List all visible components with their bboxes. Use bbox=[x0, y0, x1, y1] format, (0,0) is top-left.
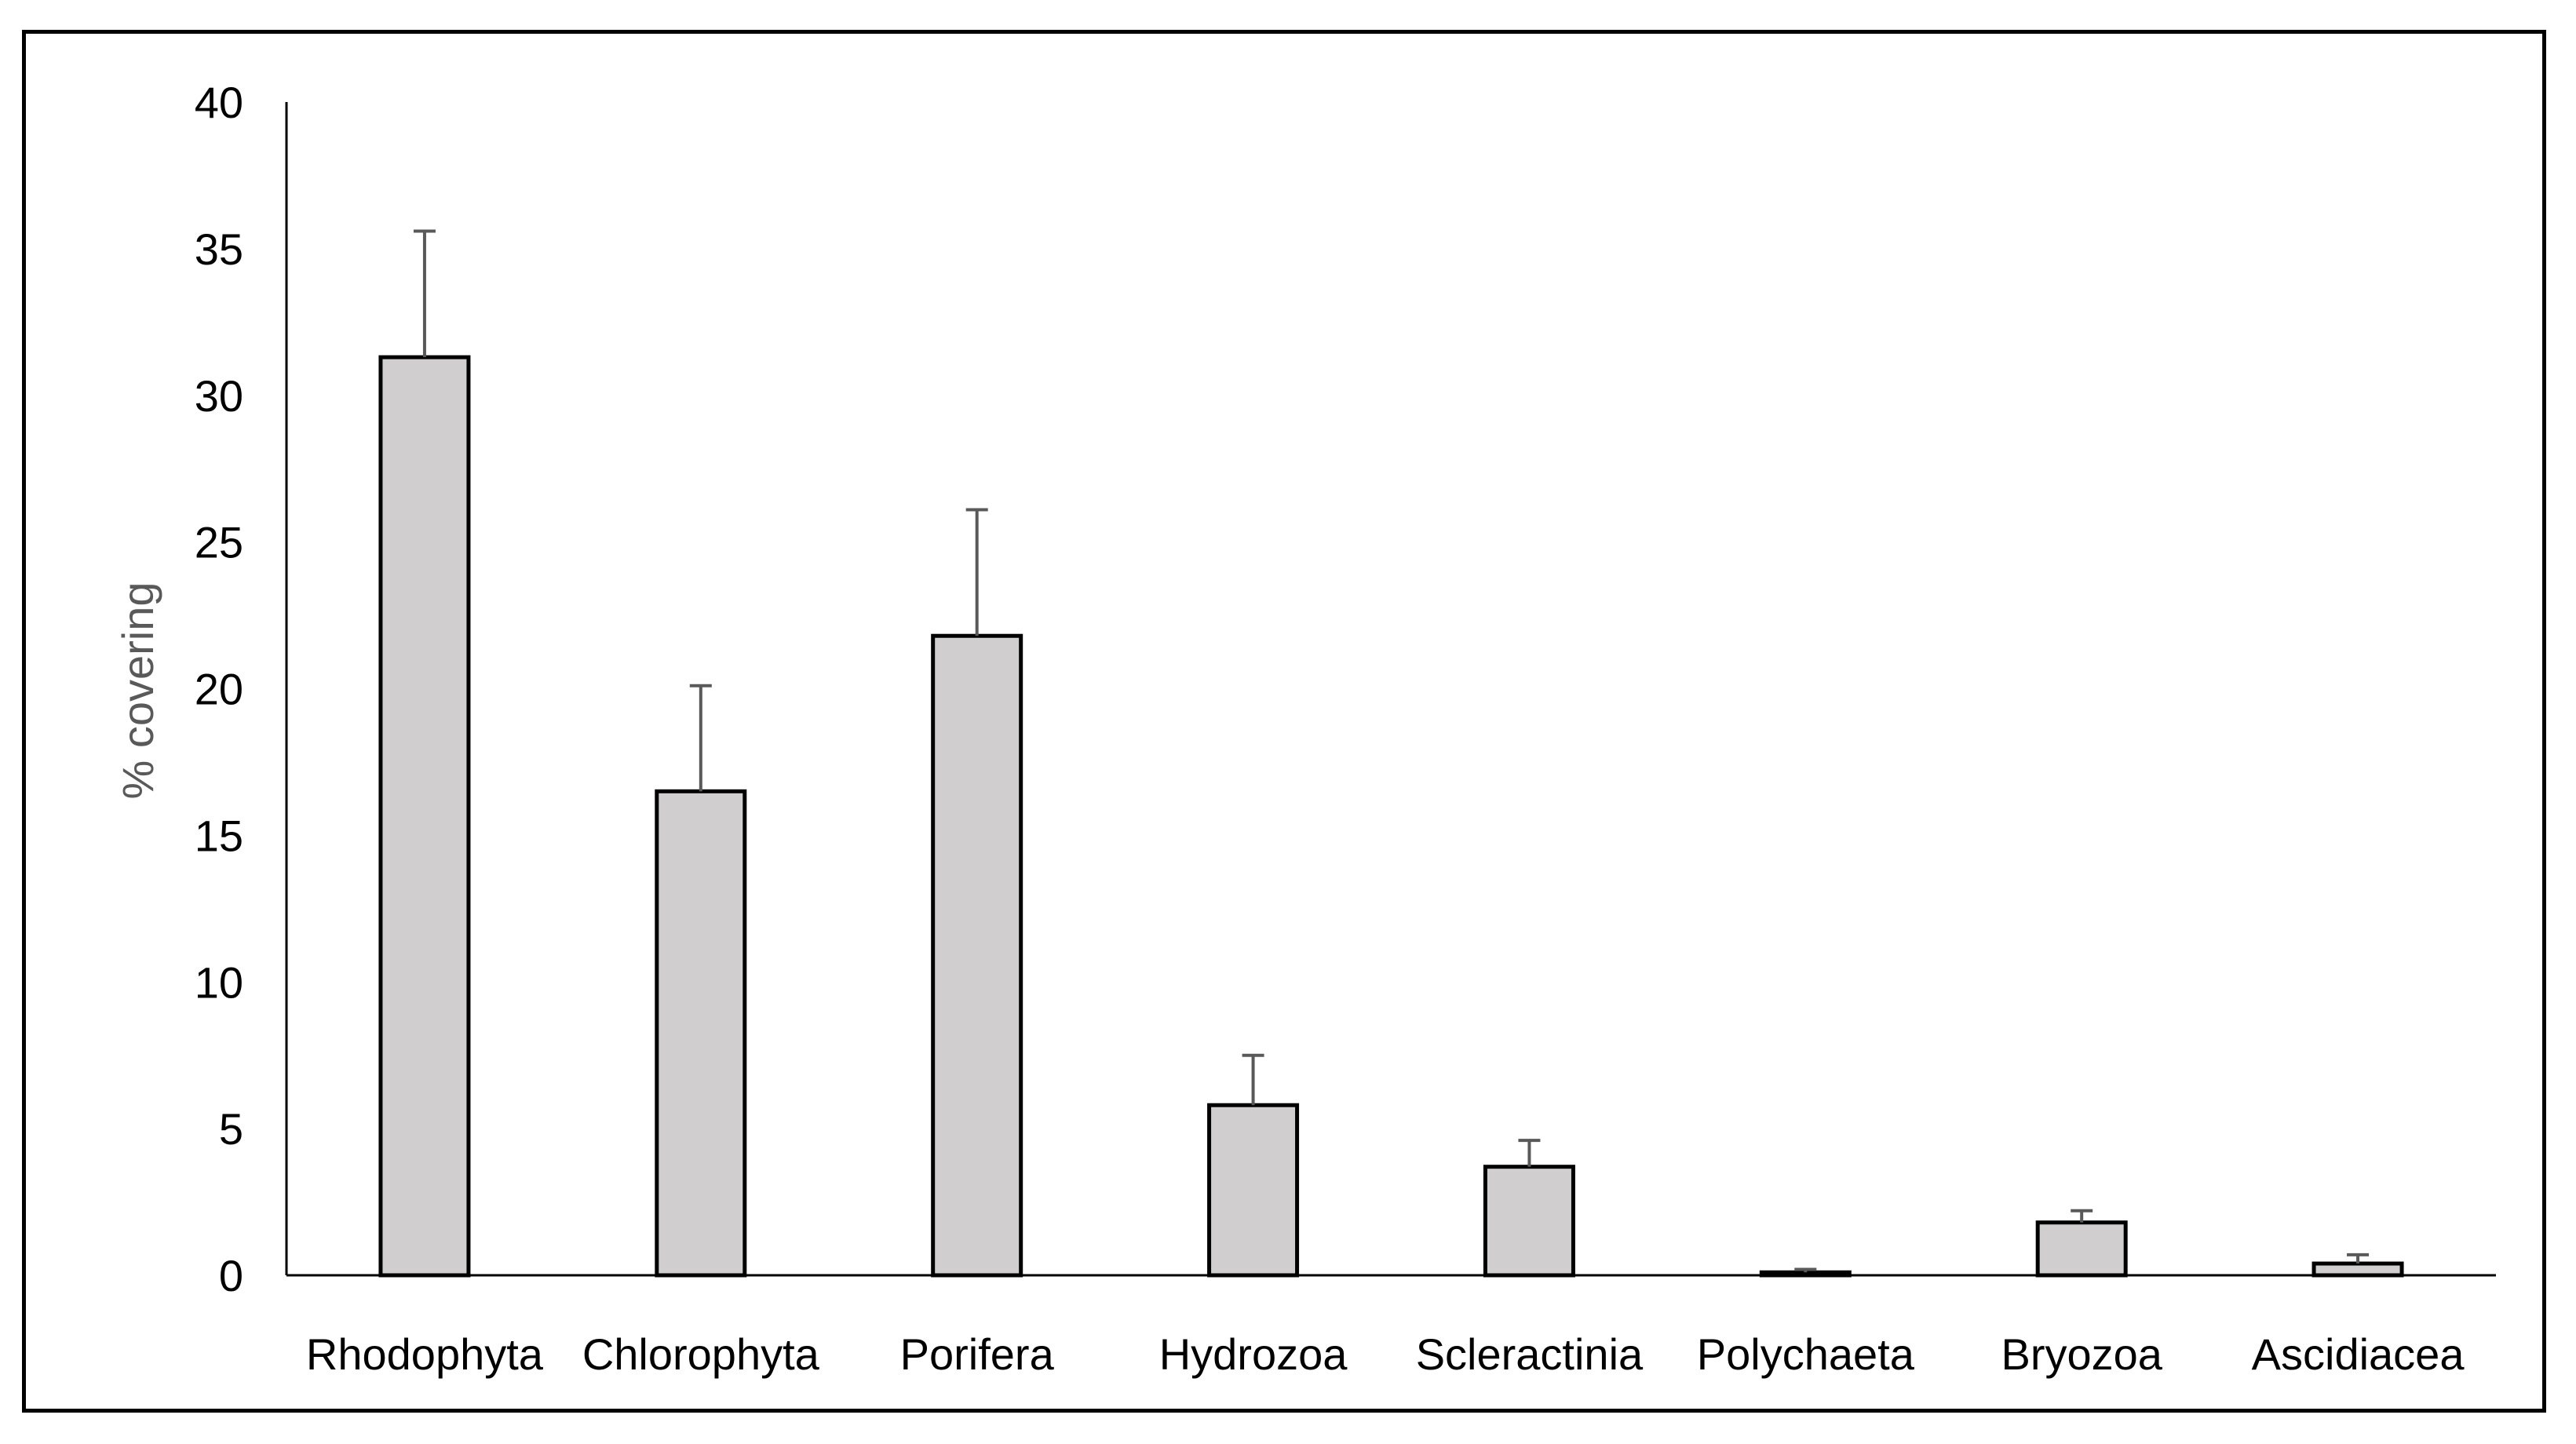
bar-bryozoa bbox=[2035, 1220, 2128, 1278]
bar-porifera bbox=[931, 633, 1023, 1278]
y-tick-label: 40 bbox=[195, 78, 243, 127]
bar-chlorophyta bbox=[655, 789, 747, 1278]
x-tick-label: Scleractinia bbox=[1416, 1329, 1644, 1379]
y-tick-label: 0 bbox=[219, 1251, 243, 1300]
y-tick-label: 15 bbox=[195, 811, 243, 860]
bars bbox=[378, 355, 2404, 1278]
y-axis-title: % covering bbox=[113, 582, 162, 799]
x-tick-label: Chlorophyta bbox=[582, 1329, 820, 1379]
x-tick-label: Ascidiacea bbox=[2252, 1329, 2465, 1379]
y-tick-label: 10 bbox=[195, 957, 243, 1007]
x-tick-label: Polychaeta bbox=[1697, 1329, 1915, 1379]
x-tick-label: Porifera bbox=[900, 1329, 1055, 1379]
bar-hydrozoa bbox=[1207, 1103, 1300, 1278]
x-tick-label: Bryozoa bbox=[2001, 1329, 2162, 1379]
y-tick-label: 20 bbox=[195, 665, 243, 714]
error-bars bbox=[413, 229, 2370, 1273]
x-tick-label: Rhodophyta bbox=[306, 1329, 544, 1379]
y-tick-label: 25 bbox=[195, 518, 243, 567]
y-axis: 0 5 10 15 20 25 30 35 40 bbox=[195, 78, 288, 1300]
y-tick-label: 35 bbox=[195, 224, 243, 274]
x-tick-label: Hydrozoa bbox=[1159, 1329, 1348, 1379]
bar-rhodophyta bbox=[378, 355, 471, 1278]
y-tick-label: 5 bbox=[219, 1104, 243, 1154]
bar-ascidiacea bbox=[2311, 1261, 2404, 1278]
y-tick-label: 30 bbox=[195, 371, 243, 421]
bar-polychaeta bbox=[1759, 1270, 1852, 1278]
bar-scleractinia bbox=[1483, 1165, 1575, 1278]
x-axis: Rhodophyta Chlorophyta Porifera Hydrozoa Scl… bbox=[286, 1274, 2496, 1379]
